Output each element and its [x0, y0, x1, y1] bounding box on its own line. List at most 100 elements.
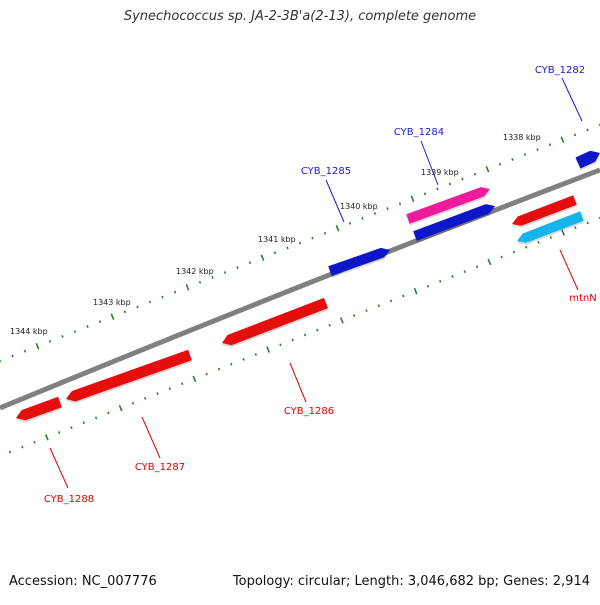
inner-scale-tick [378, 305, 379, 307]
gene-arrow-cyb-1282 [576, 151, 600, 169]
inner-scale-tick [562, 230, 564, 236]
outer-scale-tick [212, 276, 213, 278]
label-mtnn: mtnN [569, 293, 596, 304]
inner-scale-tick [22, 446, 23, 448]
label-cyb-1288: CYB_1288 [44, 494, 94, 505]
outer-scale-tick [287, 247, 288, 249]
outer-scale-tick [36, 343, 38, 349]
inner-scale-tick [305, 334, 306, 336]
inner-scale-tick [59, 431, 60, 433]
outer-scale-tick [162, 296, 163, 298]
outer-scale-tick [411, 196, 413, 202]
leader-cyb-1288 [50, 448, 68, 488]
inner-scale-tick [267, 347, 269, 353]
inner-scale-tick [10, 451, 11, 453]
inner-scale-tick [46, 434, 48, 440]
inner-scale-tick [427, 285, 428, 287]
inner-scale-tick [231, 363, 232, 365]
inner-scale-tick [538, 241, 539, 243]
outer-scale-tick [550, 144, 551, 146]
outer-scale-tick [537, 148, 538, 150]
outer-scale-tick [100, 321, 101, 323]
inner-scale-tick [34, 441, 35, 443]
outer-scale-tick [111, 314, 113, 320]
outer-scale-tick [275, 252, 276, 254]
inner-scale-tick [488, 259, 490, 265]
outer-scale-tick [75, 330, 76, 332]
inner-scale-tick [255, 353, 256, 355]
leader-cyb-1285 [326, 180, 344, 222]
outer-scale-tick [375, 212, 376, 214]
inner-scale-tick [83, 422, 84, 424]
inner-scale-tick [317, 329, 318, 331]
inner-scale-tick [280, 344, 281, 346]
inner-scale-tick [96, 417, 97, 419]
inner-scale-tick [71, 427, 72, 429]
outer-scale-tick [500, 163, 501, 165]
inner-scale-tick [292, 339, 293, 341]
leader-cyb-1282 [562, 78, 582, 121]
leader-mtnn [560, 250, 578, 290]
inner-scale-tick [243, 358, 244, 360]
leader-cyb-1286 [290, 363, 306, 402]
inner-scale-tick [119, 405, 121, 411]
scale-label: 1340 kbp [340, 202, 378, 211]
outer-scale-tick [225, 271, 226, 273]
inner-scale-tick [329, 324, 330, 326]
outer-scale-tick [486, 166, 488, 172]
outer-scale-tick [350, 222, 351, 224]
label-cyb-1285: CYB_1285 [301, 166, 351, 177]
accession-text: Accession: NC_007776 [9, 574, 157, 589]
outer-scale-tick [175, 291, 176, 293]
outer-scale-tick [362, 217, 363, 219]
outer-scale-tick [575, 134, 576, 136]
scale-label: 1343 kbp [93, 298, 131, 307]
inner-scale-tick [575, 227, 576, 229]
outer-scale-tick [25, 350, 26, 352]
inner-scale-tick [219, 368, 220, 370]
inner-scale-tick [182, 383, 183, 385]
inner-scale-tick [587, 222, 588, 224]
outer-scale-tick [325, 232, 326, 234]
scale-label: 1344 kbp [10, 327, 48, 336]
outer-scale-tick [261, 255, 263, 261]
inner-scale-tick [452, 275, 453, 277]
scale-label: 1338 kbp [503, 133, 541, 142]
inner-scale-tick [132, 402, 133, 404]
outer-scale-tick [312, 237, 313, 239]
inner-scale-tick [440, 280, 441, 282]
inner-scale-tick [354, 314, 355, 316]
inner-scale-tick [514, 251, 515, 253]
outer-scale-tick [200, 281, 201, 283]
inner-scale-tick [169, 388, 170, 390]
outer-scale-tick [137, 306, 138, 308]
leader-cyb-1287 [142, 417, 160, 458]
outer-scale-tick [150, 301, 151, 303]
inner-scale-tick [477, 266, 478, 268]
outer-scale-tick [186, 284, 188, 290]
map-title: Synechococcus sp. JA-2-3B'a(2-13), compl… [0, 9, 600, 24]
gene-arrow-cyb-1285 [328, 248, 390, 276]
outer-scale-tick [62, 335, 63, 337]
outer-scale-tick [87, 325, 88, 327]
label-cyb-1286: CYB_1286 [284, 406, 334, 417]
outer-scale-tick [387, 207, 388, 209]
outer-scale-tick [12, 355, 13, 357]
outer-scale-tick [437, 188, 438, 190]
outer-scale-tick [512, 158, 513, 160]
inner-scale-tick [550, 236, 551, 238]
inner-scale-tick [501, 256, 502, 258]
inner-scale-tick [193, 376, 195, 382]
outer-scale-tick [250, 262, 251, 264]
outer-scale-tick [50, 340, 51, 342]
scale-label: 1339 kbp [421, 168, 459, 177]
outer-scale-tick [462, 178, 463, 180]
inner-scale-tick [403, 295, 404, 297]
inner-scale-tick [526, 246, 527, 248]
inner-scale-tick [341, 317, 343, 323]
leader-cyb-1284 [421, 141, 438, 185]
outer-scale-tick [587, 129, 588, 131]
outer-scale-tick [300, 242, 301, 244]
outer-scale-tick [425, 193, 426, 195]
